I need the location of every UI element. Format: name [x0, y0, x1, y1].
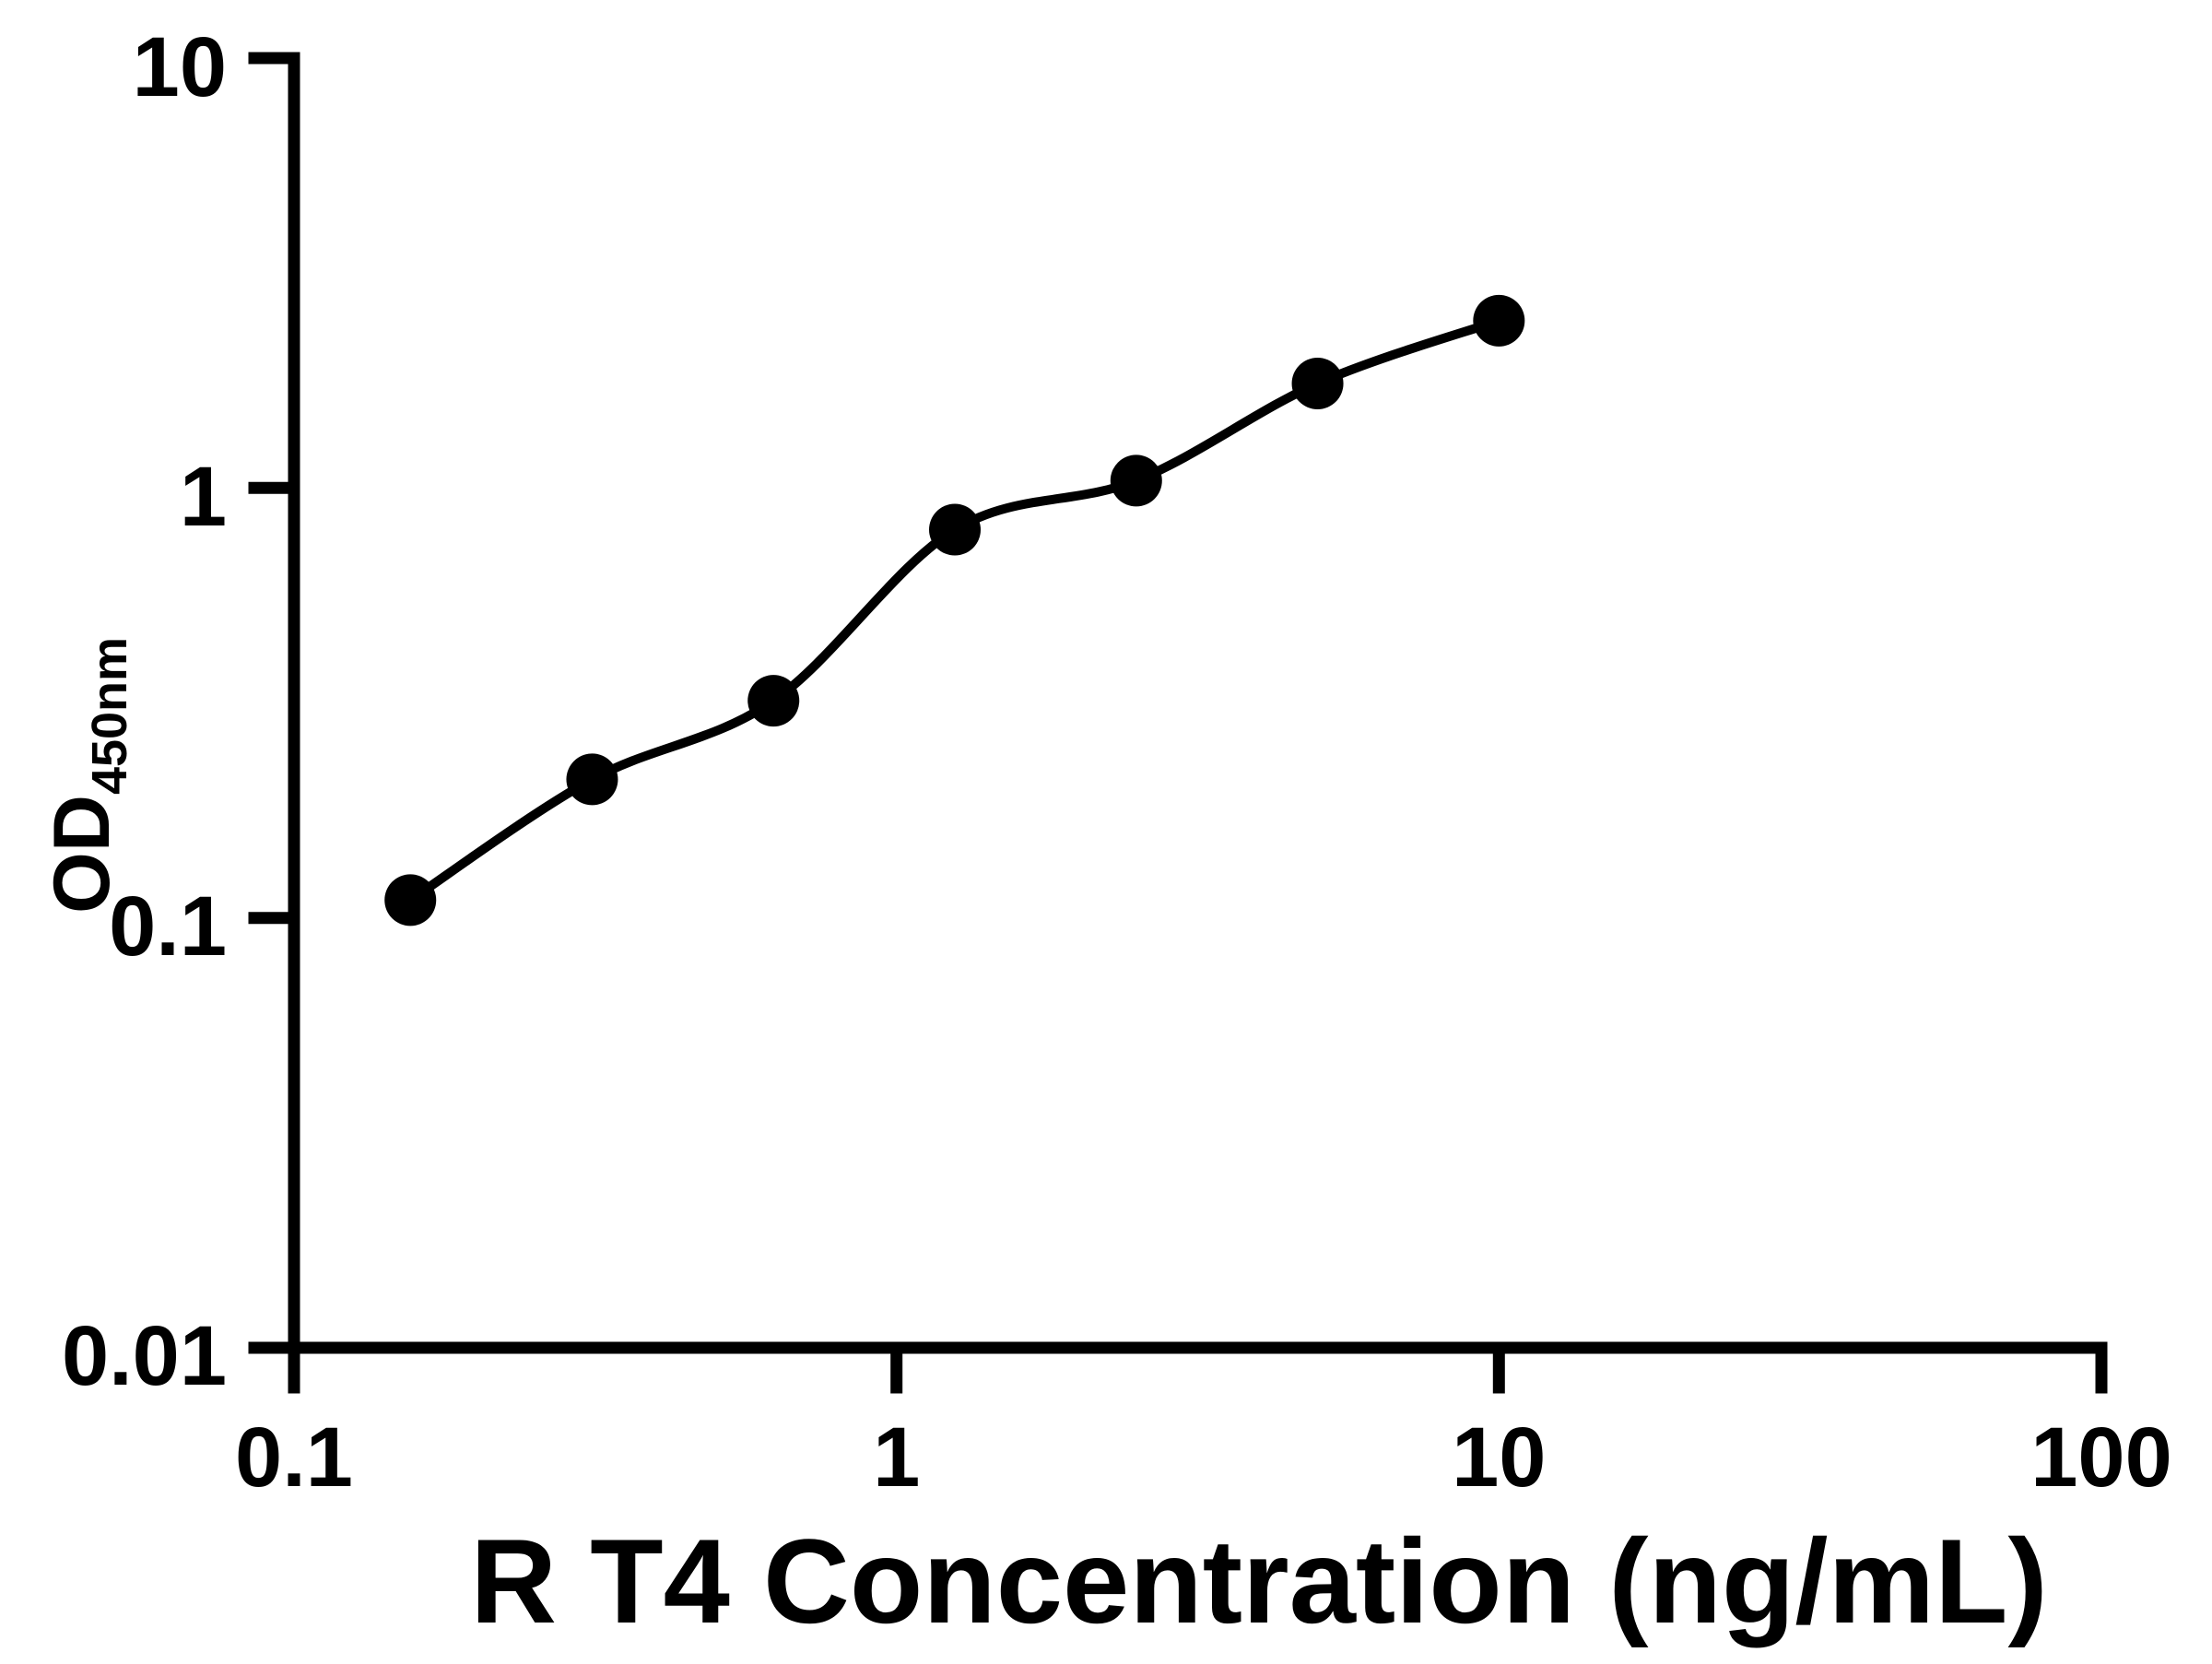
svg-text:10: 10 [1452, 1410, 1546, 1505]
svg-text:100: 100 [2030, 1410, 2172, 1505]
svg-text:1: 1 [873, 1410, 920, 1505]
svg-text:1: 1 [180, 450, 227, 544]
svg-text:0.01: 0.01 [62, 1309, 227, 1403]
svg-text:10: 10 [133, 20, 227, 114]
svg-text:0.1: 0.1 [235, 1410, 353, 1505]
svg-text:R T4 Concentration (ng/mL): R T4 Concentration (ng/mL) [470, 1514, 2048, 1648]
svg-text:0.1: 0.1 [109, 879, 227, 974]
